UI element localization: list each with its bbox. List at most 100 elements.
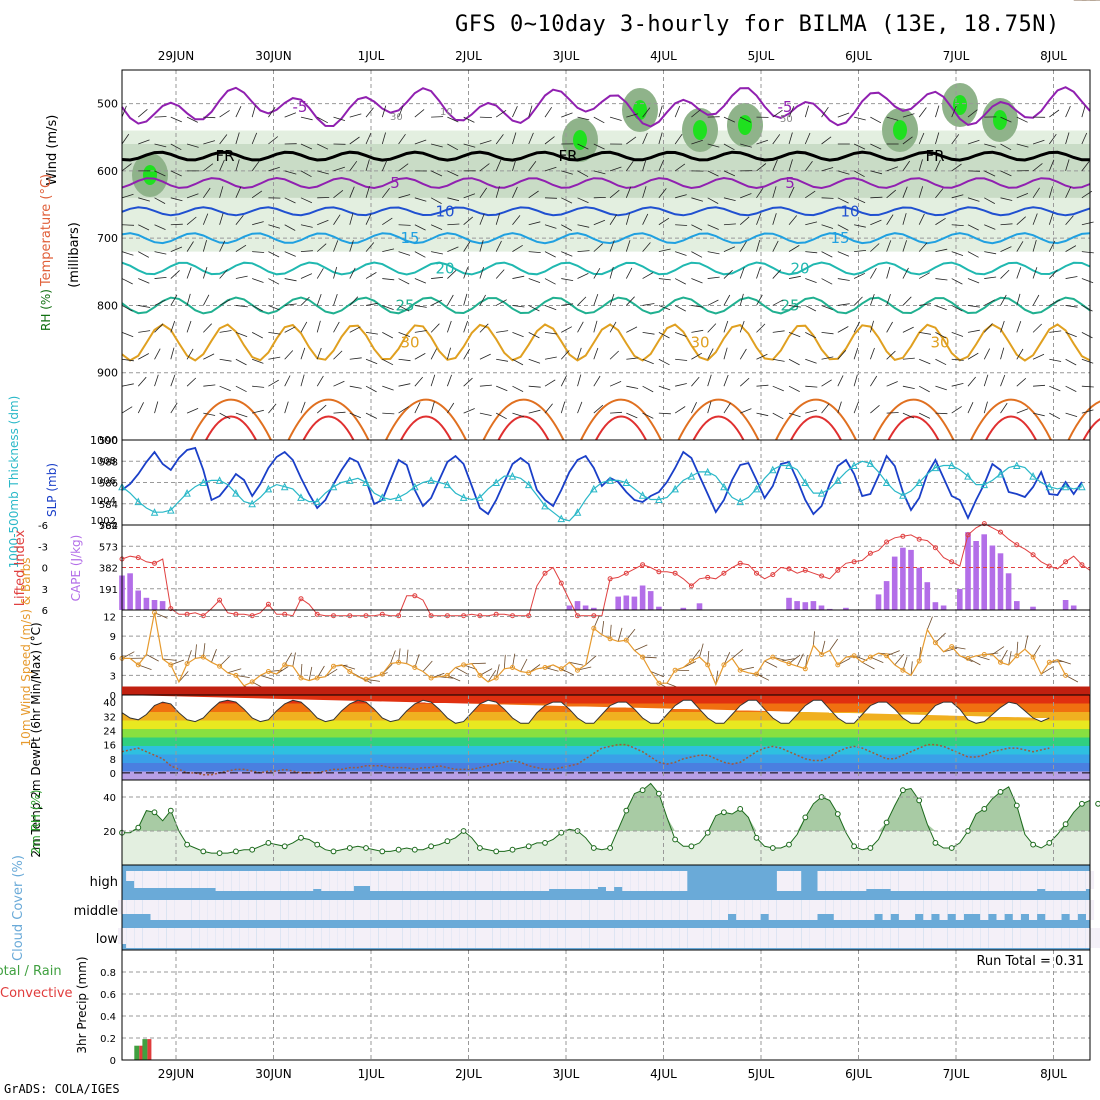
rh-point — [932, 840, 939, 846]
ylabel-thickness: 1000-500mb Thickness (dm) — [7, 396, 21, 569]
wind-barb — [756, 323, 766, 333]
wind-barb — [528, 132, 534, 145]
date-tick-top: 8JUL — [1040, 49, 1067, 63]
date-tick-bottom: 6JUL — [845, 1067, 872, 1081]
lifted-point — [477, 613, 483, 619]
surface-barb — [894, 653, 905, 666]
wind-barb — [723, 170, 736, 177]
lifted-point — [298, 596, 304, 602]
cloud-gap-middle — [744, 900, 753, 920]
wind-barb — [935, 412, 948, 415]
cloud-gap-middle — [1045, 900, 1054, 920]
surface-barb — [162, 658, 177, 661]
wind-barb — [723, 269, 733, 279]
wind-barb — [723, 197, 736, 201]
cloud-gap-low — [687, 928, 696, 948]
wind-barb — [138, 251, 149, 258]
wind-barb — [447, 402, 455, 414]
wind-barb — [707, 374, 712, 387]
wind-barb — [365, 358, 378, 365]
temp-series — [121, 699, 1050, 724]
wind-barb — [349, 385, 362, 389]
wind-barb — [951, 383, 964, 387]
cloud-gap-middle — [963, 900, 972, 914]
wind-barb — [967, 224, 979, 231]
wind-barb — [951, 105, 957, 118]
cloud-gap-high — [573, 871, 582, 889]
cloud-gap-middle — [825, 900, 834, 914]
wind-barb — [951, 134, 960, 145]
surface-barb — [796, 653, 804, 667]
heat-arc-red — [595, 415, 647, 441]
cape-bar — [981, 534, 987, 610]
wind-barb — [121, 193, 134, 199]
cloud-gap-high — [427, 871, 436, 891]
cloud-gap-high — [557, 871, 566, 889]
wind-barb — [154, 251, 167, 255]
wind-barb — [642, 132, 648, 145]
wind-barb — [1000, 347, 1005, 360]
wind-barb — [398, 224, 411, 226]
cloud-gap-high — [248, 871, 257, 891]
wind-barb — [821, 403, 830, 414]
wind-barb — [658, 105, 663, 118]
wind-barb — [235, 159, 240, 172]
lifted-point — [819, 573, 825, 579]
wind-barb — [1048, 213, 1054, 225]
wind-barb — [528, 105, 533, 118]
slp-tick: 1008 — [91, 456, 116, 467]
wind-barb — [316, 347, 322, 360]
wind-point — [493, 675, 499, 681]
wind-barb — [691, 329, 704, 333]
wind-barb — [1049, 299, 1061, 306]
cloud-gap-low — [597, 928, 606, 948]
cloud-gap-low — [215, 928, 224, 948]
wind-barb — [626, 160, 634, 172]
slp-tick: 1004 — [91, 496, 116, 507]
wind-barb — [577, 250, 590, 253]
lifted-point — [331, 613, 336, 619]
cape-bar — [656, 606, 662, 610]
cloud-gap-middle — [305, 900, 314, 920]
wind-barb — [1000, 294, 1007, 306]
cape-bar — [639, 585, 646, 610]
cloud-gap-low — [199, 928, 208, 948]
cloud-gap-middle — [386, 900, 395, 920]
surface-barb — [308, 666, 313, 681]
cloud-gap-middle — [475, 900, 484, 920]
wind-barb — [626, 326, 638, 333]
cloud-gap-middle — [459, 900, 468, 920]
wind-barb — [626, 385, 639, 389]
wind-barb — [349, 267, 356, 279]
cloud-gap-high — [1029, 871, 1038, 891]
wind-point — [1046, 659, 1052, 665]
wind-barb — [479, 412, 492, 416]
wind-barb — [1016, 116, 1028, 123]
wind-barb — [316, 293, 322, 306]
wind-point — [477, 672, 483, 678]
wind-barb — [268, 166, 280, 172]
date-tick-top: 5JUL — [748, 49, 775, 63]
cloud-gap-low — [573, 928, 582, 948]
wind-barb — [983, 374, 989, 387]
cloud-gap-high — [980, 871, 989, 891]
precip-total-bar — [134, 1045, 140, 1060]
wind-barb — [235, 385, 247, 393]
wind-point — [298, 675, 304, 681]
cloud-gap-middle — [809, 900, 818, 920]
wind-barb — [1081, 221, 1094, 226]
surface-barb — [764, 660, 778, 668]
cloud-gap-middle — [516, 900, 525, 920]
ylabel-total-rain: Total / Rain — [0, 964, 62, 979]
thickness-point — [459, 493, 468, 501]
cloud-gap-high — [988, 871, 997, 891]
cloud-gap-middle — [142, 900, 151, 914]
wind-barb — [528, 161, 537, 172]
wind-barb — [170, 223, 183, 226]
temp-color-band — [122, 763, 1090, 772]
wind-barb — [1048, 240, 1056, 252]
wind-barb — [170, 246, 183, 253]
wind-barb — [365, 213, 372, 225]
wind-barb — [333, 293, 338, 306]
rh-tick: 40 — [103, 793, 116, 804]
